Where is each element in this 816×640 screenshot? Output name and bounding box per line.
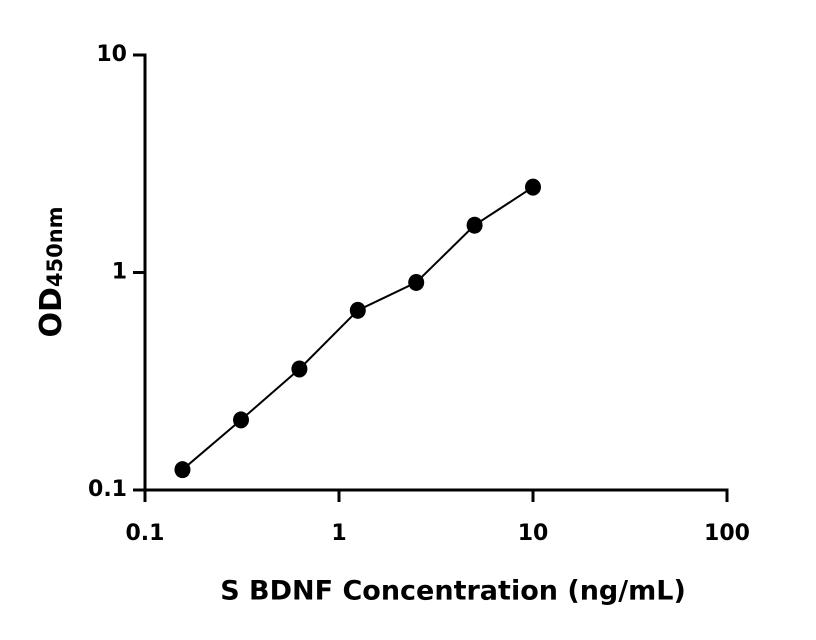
x-axis-title: S BDNF Concentration (ng/mL) [220, 576, 686, 607]
x-tick-label: 100 [704, 521, 750, 546]
data-point [291, 360, 308, 378]
y-axis-title-sub: 450nm [43, 206, 67, 287]
y-axis-title: OD450nm [34, 206, 69, 337]
y-tick-label: 10 [96, 42, 127, 67]
y-tick-label: 0.1 [88, 477, 127, 502]
x-tick-label: 1 [331, 521, 346, 546]
y-axis-title-main: OD [34, 287, 69, 337]
data-point [233, 411, 250, 429]
x-tick-label: 0.1 [126, 521, 165, 546]
x-tick-label: 10 [518, 521, 549, 546]
data-point [466, 216, 483, 234]
data-point [525, 178, 541, 196]
y-tick-label: 1 [112, 260, 127, 285]
data-point [408, 273, 425, 291]
data-point [349, 301, 366, 319]
data-point [174, 461, 191, 479]
